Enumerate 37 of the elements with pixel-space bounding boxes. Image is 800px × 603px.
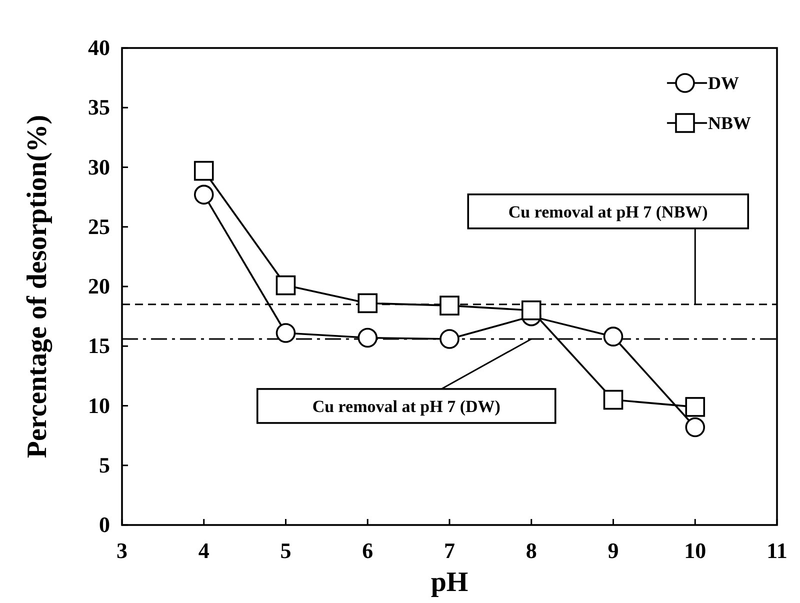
legend-label: NBW	[708, 113, 752, 133]
point	[521, 300, 542, 320]
y-axis-title: Percentage of desorption(%)	[22, 114, 53, 458]
x-tick-label: 3	[116, 538, 128, 563]
y-tick-label: 35	[88, 94, 110, 120]
x-tick-label: 7	[444, 538, 455, 563]
x-tick-label: 10	[684, 538, 706, 563]
point	[276, 323, 296, 343]
y-tick-label: 30	[88, 154, 110, 180]
x-tick-label: 9	[608, 538, 619, 563]
point	[194, 160, 214, 181]
point	[358, 293, 378, 314]
y-tick-label: 40	[88, 35, 110, 60]
legend-label: DW	[708, 73, 739, 93]
y-tick-label: 15	[88, 333, 110, 358]
x-tick-label: 6	[362, 538, 374, 563]
y-tick-label: 20	[88, 274, 110, 298]
point	[276, 275, 296, 296]
annotation: Cu removal at pH 7 (NBW)	[508, 202, 708, 222]
x-tick-label: 11	[766, 538, 788, 563]
point	[685, 397, 706, 417]
x-tick-label: 5	[280, 538, 292, 563]
x-tick-label: 8	[526, 538, 537, 563]
point	[685, 417, 706, 438]
x-axis-title: pH	[430, 567, 468, 598]
point	[440, 296, 460, 316]
annotation: Cu removal at pH 7 (DW)	[312, 396, 500, 416]
point	[194, 184, 214, 205]
y-tick-label: 0	[99, 512, 110, 537]
point	[358, 328, 378, 348]
point	[603, 326, 624, 346]
y-tick-label: 25	[88, 214, 110, 239]
point	[603, 390, 624, 410]
x-tick-label: 4	[198, 538, 210, 563]
y-tick-label: 10	[88, 392, 110, 418]
y-tick-label: 5	[99, 452, 110, 478]
point	[440, 329, 460, 349]
